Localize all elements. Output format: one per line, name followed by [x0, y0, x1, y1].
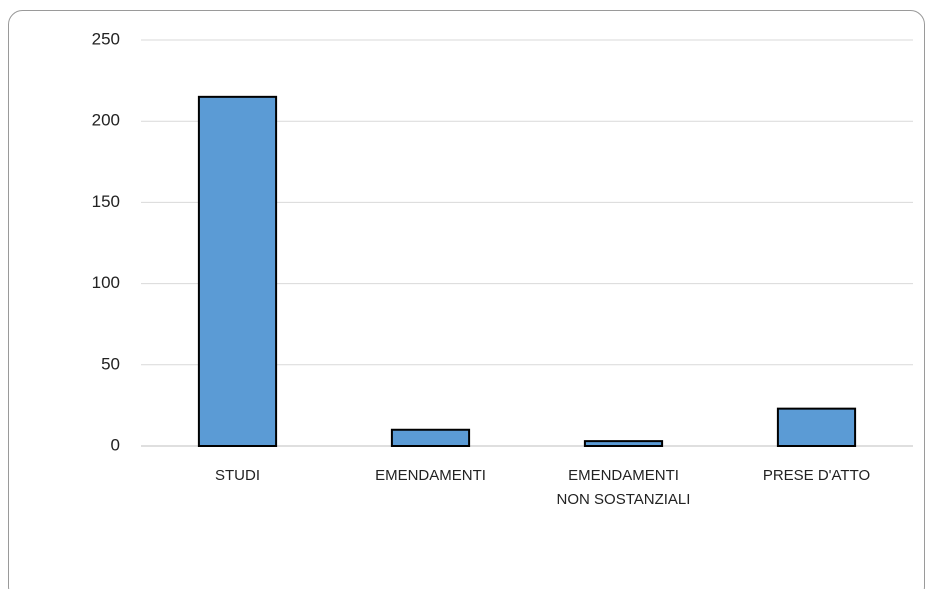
y-tick-label: 250 [92, 29, 120, 48]
x-tick-label: EMENDAMENTI [375, 467, 486, 484]
x-tick-label: PRESE D'ATTO [762, 467, 871, 484]
bar [776, 407, 857, 448]
bar [197, 95, 278, 447]
y-tick-label: 150 [92, 192, 120, 211]
x-tick-label: EMENDAMENTI NON SOSTANZIALI [556, 467, 691, 508]
y-tick-label: 50 [101, 354, 120, 373]
bar [583, 440, 664, 447]
y-tick-label: 100 [92, 273, 120, 292]
x-tick-label: STUDI [215, 467, 260, 484]
chart-frame [8, 10, 925, 589]
y-tick-label: 200 [92, 111, 120, 130]
y-tick-label: 0 [111, 435, 120, 454]
bar [390, 428, 471, 448]
